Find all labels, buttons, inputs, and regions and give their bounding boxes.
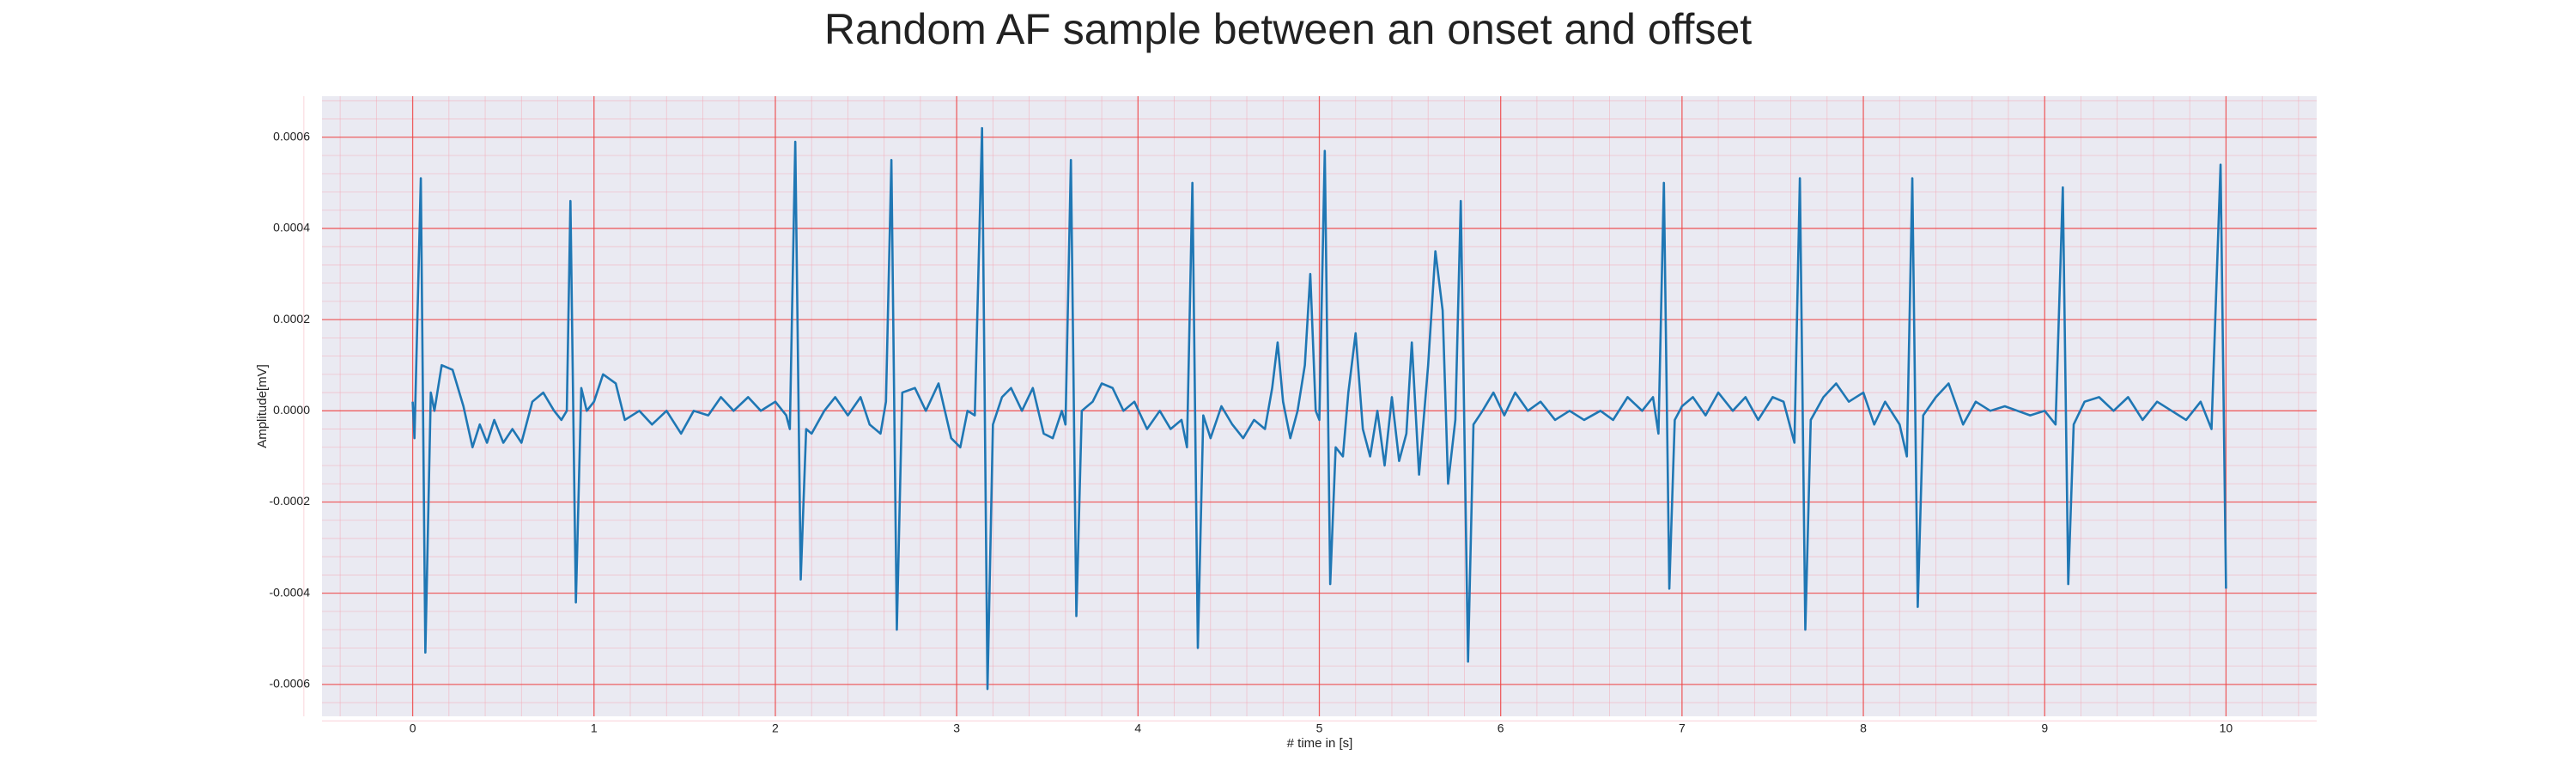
x-tick-label: 1 — [591, 721, 598, 735]
signal-line — [411, 126, 2227, 691]
y-tick-label: 0.0002 — [273, 312, 310, 326]
x-tick-label: 4 — [1134, 721, 1141, 735]
y-axis-label: Amplitude[mV] — [255, 364, 270, 448]
x-tick-label: 10 — [2220, 721, 2233, 735]
x-tick-label: 2 — [772, 721, 779, 735]
chart-title: Random AF sample between an onset and of… — [824, 5, 1752, 53]
x-tick-label: 7 — [1679, 721, 1686, 735]
y-tick-label: -0.0006 — [270, 677, 311, 691]
y-tick-label: -0.0002 — [270, 494, 311, 508]
x-tick-label: 0 — [410, 721, 416, 735]
y-tick-label: 0.0000 — [273, 403, 310, 417]
x-tick-label: 3 — [953, 721, 960, 735]
x-axis-label: # time in [s] — [1287, 736, 1353, 751]
x-tick-label: 9 — [2041, 721, 2048, 735]
y-tick-label: -0.0004 — [270, 585, 311, 599]
x-tick-label: 6 — [1498, 721, 1504, 735]
y-tick-label: 0.0004 — [273, 221, 310, 234]
x-tick-label: 5 — [1316, 721, 1323, 735]
y-tick-label: 0.0006 — [273, 129, 310, 143]
x-tick-label: 8 — [1860, 721, 1867, 735]
